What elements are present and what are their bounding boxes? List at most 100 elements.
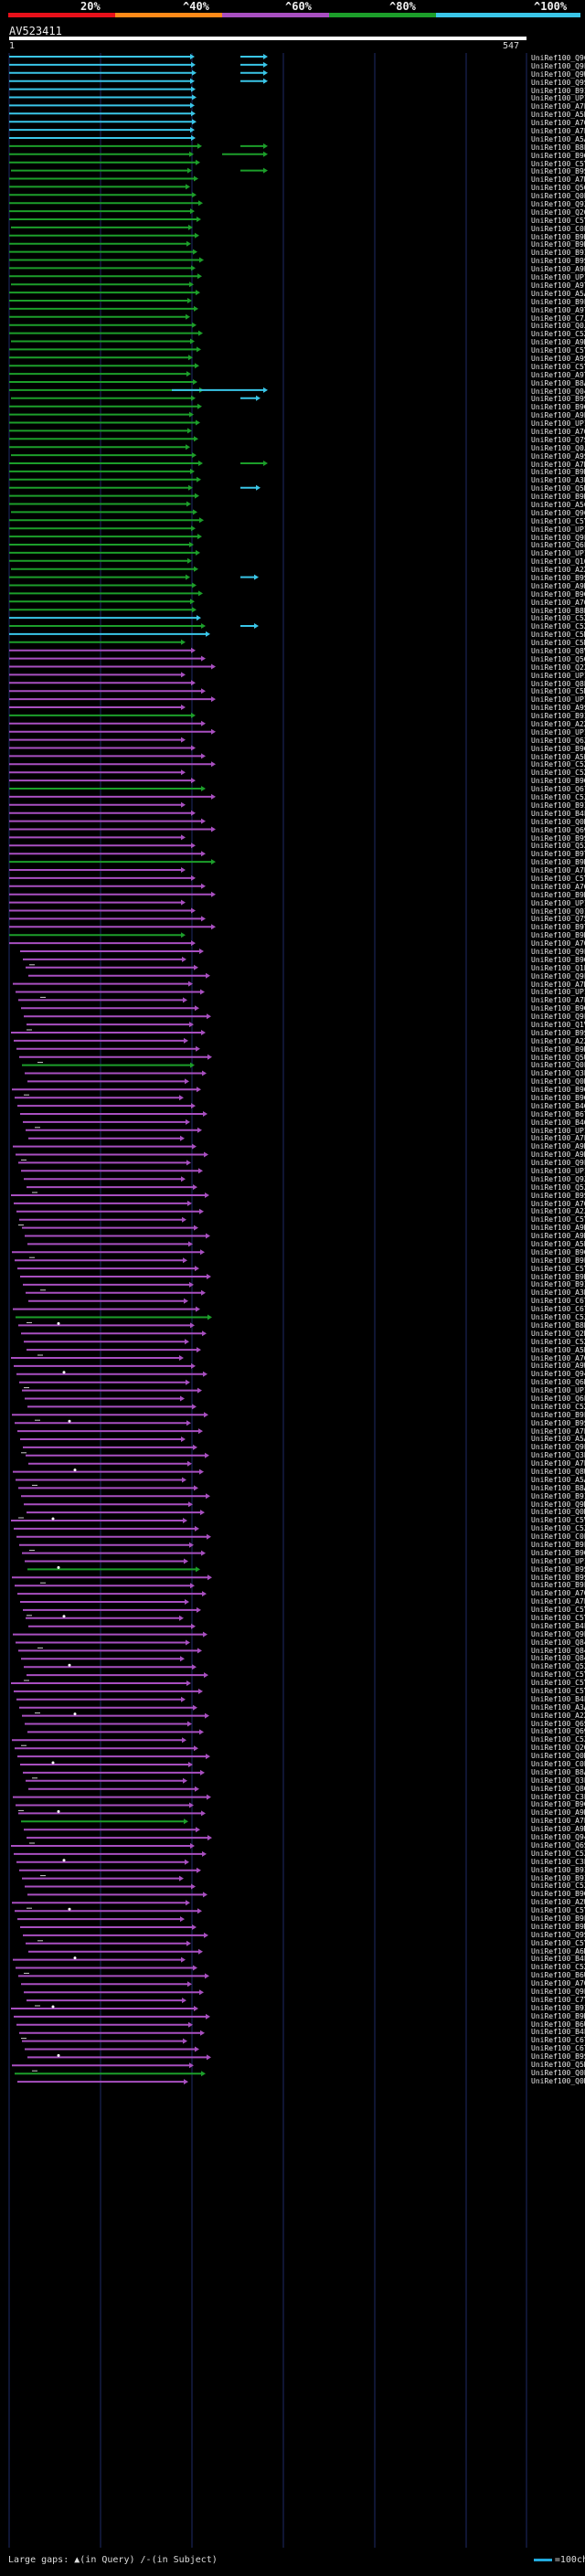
hit-link[interactable]: UniRef100_C6TK47 (531, 2037, 585, 2045)
hit-link[interactable]: UniRef100_A9MEG1 (531, 1826, 585, 1834)
hit-link[interactable]: UniRef100_B8LL59 (531, 143, 585, 152)
hit-link[interactable]: UniRef100_B9GN62 (531, 1095, 585, 1102)
hit-link[interactable]: UniRef100_Q9FJ06 (531, 1013, 585, 1022)
hit-link[interactable]: UniRef100_Q94E00 (531, 1834, 585, 1842)
hit-link[interactable]: UniRef100_Q69720 (531, 826, 585, 834)
hit-link[interactable]: UniRef100_A7PU92 (531, 128, 585, 136)
hit-link[interactable]: UniRef100_Q5UZ26 (531, 1054, 585, 1062)
hit-link[interactable]: UniRef100_Q3EB61 (531, 1452, 585, 1460)
hit-link[interactable]: UniRef100_C5Y8E8 (531, 1606, 585, 1615)
hit-link[interactable]: UniRef100_C5Z3P8 (531, 1314, 585, 1322)
hit-link[interactable]: UniRef100_A7QP10 (531, 940, 585, 949)
hit-link[interactable]: UniRef100_UP1000... (531, 274, 585, 282)
hit-link[interactable]: UniRef100_Q9LP35 (531, 1988, 585, 1996)
hit-link[interactable]: UniRef100_A7PRS9 (531, 103, 585, 111)
hit-link[interactable]: UniRef100_B9I1D9 (531, 87, 585, 95)
hit-link[interactable]: UniRef100_A9RNE1 (531, 582, 585, 590)
hit-link[interactable]: UniRef100_B9GSD0 (531, 152, 585, 160)
hit-link[interactable]: UniRef100_Q52789 (531, 1663, 585, 1671)
hit-link[interactable]: UniRef100_C5V029 (531, 1517, 585, 1525)
hit-link[interactable]: UniRef100_UP1000... (531, 550, 585, 558)
hit-link[interactable]: UniRef100_Q1VRS3 (531, 1021, 585, 1029)
hit-link[interactable]: UniRef100_A6MNJ0 (531, 1947, 585, 1956)
hit-link[interactable]: UniRef100_Q6R0I0 (531, 1379, 585, 1387)
hit-link[interactable]: UniRef100_B9S9Y1 (531, 1419, 585, 1427)
hit-link[interactable]: UniRef100_C5Z6D4 (531, 794, 585, 802)
hit-link[interactable]: UniRef100_B9S5A8 (531, 1574, 585, 1582)
hit-link[interactable]: UniRef100_C5YQ14 (531, 1907, 585, 1915)
hit-link[interactable]: UniRef100_Q9M380 (531, 1500, 585, 1509)
hit-link[interactable]: UniRef100_Q7SHM5 (531, 436, 585, 444)
hit-link[interactable]: UniRef100_C0PHD4 (531, 225, 585, 233)
hit-link[interactable]: UniRef100_A7PVY1 (531, 867, 585, 875)
hit-link[interactable]: UniRef100_C5Y361 (531, 1615, 585, 1622)
hit-link[interactable]: UniRef100_Q0DHF2 (531, 1753, 585, 1761)
hit-link[interactable]: UniRef100_Q6Z7L5 (531, 737, 585, 745)
hit-link[interactable]: UniRef100_B9FE20 (531, 1411, 585, 1419)
hit-link[interactable]: UniRef100_B9FRE2 (531, 1914, 585, 1923)
hit-link[interactable]: UniRef100_Q67025 (531, 786, 585, 794)
hit-link[interactable]: UniRef100_B9HNE1 (531, 1045, 585, 1054)
hit-link[interactable]: UniRef100_A7NYD3 (531, 981, 585, 989)
hit-link[interactable]: UniRef100_C5MHS7 (531, 631, 585, 640)
hit-link[interactable]: UniRef100_UP1000... (531, 1168, 585, 1176)
hit-link[interactable]: UniRef100_C5YST2 (531, 1688, 585, 1696)
hit-link[interactable]: UniRef100_C5XTJ1 (531, 623, 585, 631)
hit-link[interactable]: UniRef100_Q8LD24 (531, 680, 585, 688)
hit-link[interactable]: UniRef100_A2ZVD5 (531, 1208, 585, 1216)
hit-link[interactable]: UniRef100_B9F5L2 (531, 1541, 585, 1549)
hit-link[interactable]: UniRef100_B4FX02 (531, 1695, 585, 1703)
hit-link[interactable]: UniRef100_Q5NMS1 (531, 485, 585, 493)
hit-link[interactable]: UniRef100_Q2QY87 (531, 1744, 585, 1753)
hit-link[interactable]: UniRef100_Q9SYQ2 (531, 1931, 585, 1939)
hit-link[interactable]: UniRef100_A5B6S1 (531, 111, 585, 120)
hit-link[interactable]: UniRef100_C5X6D0 (531, 769, 585, 778)
hit-link[interactable]: UniRef100_Q8GW85 (531, 1785, 585, 1793)
hit-link[interactable]: UniRef100_C5YB1 (531, 1216, 585, 1224)
hit-link[interactable]: UniRef100_B9G5K6 (531, 1248, 585, 1256)
hit-link[interactable]: UniRef100_B8AX28 (531, 1484, 585, 1492)
hit-link[interactable]: UniRef100_C5Y030 (531, 1680, 585, 1688)
hit-link[interactable]: UniRef100_A2XFH0 (531, 1037, 585, 1045)
hit-link[interactable]: UniRef100_UP1000... (531, 525, 585, 534)
hit-link[interactable]: UniRef100_B9FP31 (531, 1582, 585, 1590)
hit-link[interactable]: UniRef100_C5Z9K0 (531, 1736, 585, 1744)
hit-link[interactable]: UniRef100_C0P9X9 (531, 1761, 585, 1769)
hit-link[interactable]: UniRef100_C5MMG8 (531, 688, 585, 696)
hit-link[interactable]: UniRef100_C5ZNK8 (531, 1850, 585, 1858)
hit-link[interactable]: UniRef100_A9NSS6 (531, 1809, 585, 1818)
hit-link[interactable]: UniRef100_C5XNZ6 (531, 1403, 585, 1411)
hit-link[interactable]: UniRef100_B9S442 (531, 168, 585, 176)
hit-link[interactable]: UniRef100_Q0LEB9 (531, 1062, 585, 1070)
hit-link[interactable]: UniRef100_A9PDE1 (531, 412, 585, 420)
hit-link[interactable]: UniRef100_UP1000... (531, 672, 585, 680)
hit-link[interactable]: UniRef100_Q01178 (531, 907, 585, 916)
hit-link[interactable]: UniRef100_B9HIR8 (531, 932, 585, 940)
hit-link[interactable]: UniRef100_Q9C4X1 (531, 55, 585, 62)
hit-link[interactable]: UniRef100_Q75G0 (531, 916, 585, 924)
hit-link[interactable]: UniRef100_B9T067 (531, 924, 585, 932)
hit-link[interactable]: UniRef100_C7YRD5 (531, 1996, 585, 2004)
hit-link[interactable]: UniRef100_A3BF27 (531, 1289, 585, 1298)
hit-link[interactable]: UniRef100_Q9FFS8 (531, 1160, 585, 1168)
hit-link[interactable]: UniRef100_A9RSL0 (531, 1233, 585, 1241)
hit-link[interactable]: UniRef100_B9S9E8 (531, 258, 585, 266)
hit-link[interactable]: UniRef100_Q8W762 (531, 1468, 585, 1476)
hit-link[interactable]: UniRef100_B4FAD6 (531, 2029, 585, 2037)
hit-link[interactable]: UniRef100_UP1000... (531, 95, 585, 103)
hit-link[interactable]: UniRef100_Q5ZHL6 (531, 843, 585, 851)
hit-link[interactable]: UniRef100_A2XND7 (531, 1712, 585, 1720)
hit-link[interactable]: UniRef100_A5BG07 (531, 1346, 585, 1354)
hit-link[interactable]: UniRef100_A2XW50 (531, 721, 585, 729)
hit-link[interactable]: UniRef100_Q8VYP3 (531, 648, 585, 656)
hit-link[interactable]: UniRef100_A9TSW0 (531, 306, 585, 314)
hit-link[interactable]: UniRef100_B9S907 (531, 834, 585, 843)
hit-link[interactable]: UniRef100_B9GZN0 (531, 778, 585, 786)
hit-link[interactable]: UniRef100_Q0DLF1 (531, 2077, 585, 2085)
hit-link[interactable]: UniRef100_A5C3T1 (531, 501, 585, 509)
hit-link[interactable]: UniRef100_C0P5Z7 (531, 1533, 585, 1542)
hit-link[interactable]: UniRef100_Q22716 (531, 663, 585, 672)
hit-link[interactable]: UniRef100_Q9WSZ0 (531, 70, 585, 79)
hit-link[interactable]: UniRef100_C5YH55 (531, 1939, 585, 1947)
hit-link[interactable]: UniRef100_A9RE62 (531, 339, 585, 347)
